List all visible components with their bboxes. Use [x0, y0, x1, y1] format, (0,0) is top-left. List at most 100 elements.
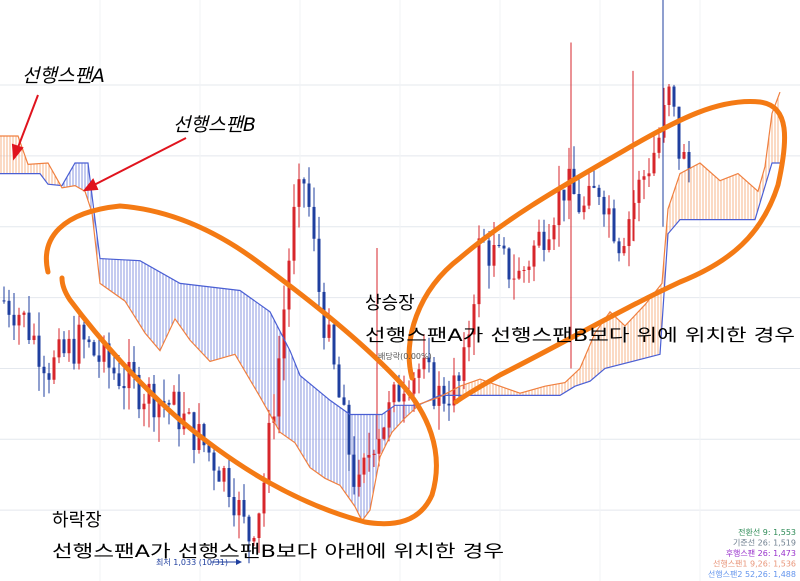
candle-body: [592, 185, 596, 188]
candle-body: [257, 513, 261, 539]
candle-body: [102, 343, 106, 362]
candle-body: [297, 179, 301, 207]
candle-body: [532, 245, 536, 267]
candle-body: [87, 339, 91, 343]
candle-body: [447, 403, 451, 406]
candle-body: [682, 151, 686, 159]
candle-body: [32, 335, 36, 341]
candle-body: [127, 361, 131, 389]
candle-body: [667, 86, 671, 106]
candle-body: [487, 240, 491, 266]
candle-body: [522, 269, 526, 271]
candle-body: [12, 314, 16, 326]
candle-body: [217, 470, 221, 482]
candle-body: [292, 206, 296, 261]
candle-body: [177, 391, 181, 430]
candle-body: [222, 468, 226, 482]
candle-body: [357, 474, 361, 487]
leading-span-a-line: [0, 91, 781, 522]
candle-body: [202, 424, 206, 446]
ichimoku-cloud: [0, 97, 779, 519]
uptrend-description: 선행스팬A가 선행스팬B보다 위에 위치한 경우: [365, 326, 795, 346]
candle-body: [642, 176, 646, 180]
candle-body: [677, 106, 681, 159]
uptrend-title: 상승장: [365, 293, 415, 314]
candle-body: [452, 375, 456, 406]
candle-body: [347, 404, 351, 455]
candle-body: [282, 309, 286, 359]
candle-body: [457, 375, 461, 381]
span-a-arrowhead: [11, 143, 24, 161]
candle-body: [272, 416, 276, 423]
candle-body: [502, 245, 506, 249]
candle-body: [57, 339, 61, 358]
candle-body: [377, 438, 381, 454]
legend-entry: 선행스팬2 52,26: 1,488: [708, 569, 796, 579]
candle-body: [552, 225, 556, 240]
candle-body: [277, 358, 281, 417]
candle-body: [477, 238, 481, 305]
candle-body: [672, 86, 676, 107]
candle-body: [427, 357, 431, 363]
annotation-circles: [44, 98, 788, 527]
legend-entry: 선행스팬1 9,26: 1,536: [713, 559, 796, 569]
candle-body: [527, 266, 531, 270]
candle-body: [137, 374, 141, 410]
candle-body: [77, 324, 81, 364]
dividend-marker: 배당락(0.00%): [378, 351, 432, 361]
candle-body: [72, 338, 76, 364]
candle-body: [27, 312, 31, 341]
candle-body: [97, 355, 101, 362]
candle-body: [67, 338, 71, 354]
candle-body: [142, 403, 146, 410]
candle-body: [82, 324, 86, 340]
candle-body: [7, 300, 11, 315]
span-b-arrow: [91, 137, 187, 187]
candle-body: [252, 538, 256, 542]
legend-entry: 전환선 9: 1,553: [738, 527, 796, 537]
candle-body: [227, 468, 231, 498]
candle-body: [657, 137, 661, 153]
candle-body: [412, 377, 416, 394]
candle-body: [22, 312, 26, 315]
candle-body: [262, 482, 266, 514]
leading-span-b-line: [0, 162, 780, 416]
candle-body: [42, 366, 46, 374]
candle-body: [62, 339, 66, 354]
candle-body: [152, 383, 156, 418]
candle-body: [337, 364, 341, 398]
candle-body: [557, 189, 561, 226]
candle-body: [117, 373, 121, 387]
candle-body: [472, 304, 476, 335]
candle-body: [432, 362, 436, 406]
candle-body: [517, 270, 521, 279]
candle-body: [312, 206, 316, 239]
candle-body: [647, 173, 651, 177]
candle-body: [587, 185, 591, 206]
candle-body: [267, 422, 271, 483]
candle-body: [622, 246, 626, 254]
candle-body: [112, 367, 116, 374]
candle-body: [597, 187, 601, 197]
candle-body: [547, 239, 551, 250]
candle-body: [607, 208, 611, 215]
annotation-arrows: [11, 94, 187, 192]
candle-body: [637, 179, 641, 203]
candle-body: [577, 193, 581, 213]
candle-body: [417, 369, 421, 378]
candle-body: [632, 202, 636, 220]
candle-body: [162, 401, 166, 403]
candle-body: [122, 386, 126, 389]
span-a-label: 선행스팬A: [22, 65, 105, 87]
candle-body: [302, 179, 306, 184]
candle-body: [37, 335, 41, 367]
span-a-arrow: [16, 94, 39, 151]
minimum-marker-arrow-icon: [211, 559, 242, 565]
candle-body: [242, 499, 246, 517]
candle-body: [307, 183, 311, 207]
candle-body: [652, 152, 656, 174]
candle-body: [402, 393, 406, 402]
candle-body: [367, 454, 371, 458]
legend-entry: 기준선 26: 1,519: [733, 539, 796, 548]
